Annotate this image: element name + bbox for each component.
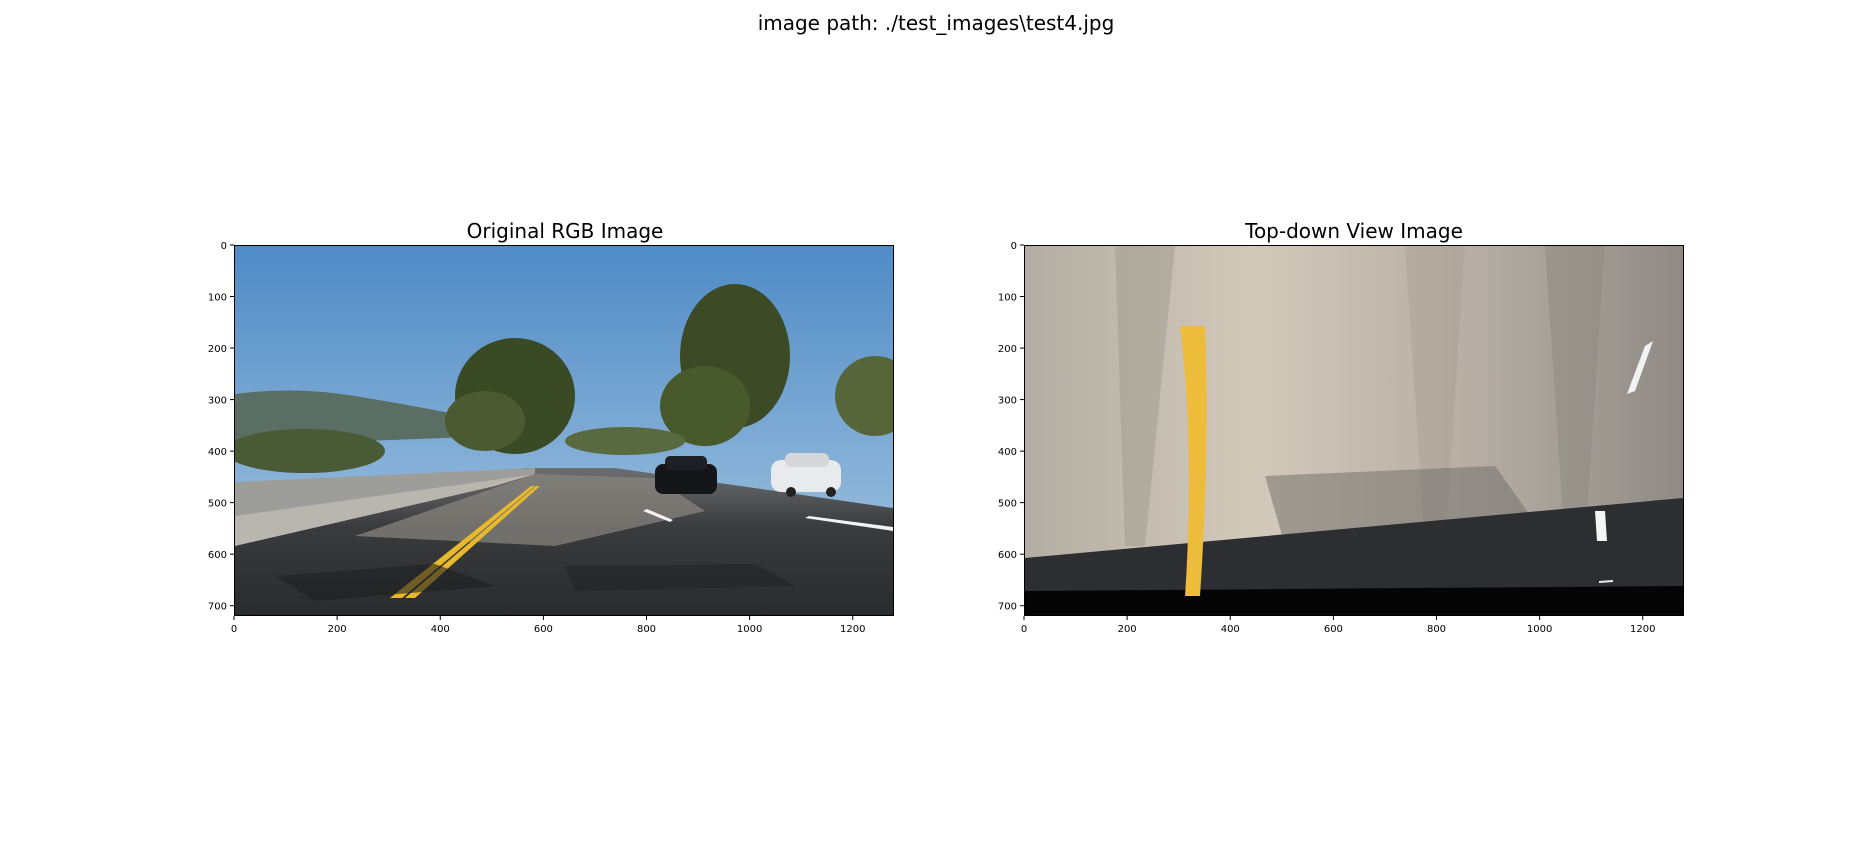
panel-title-original: Original RGB Image [466, 219, 664, 243]
figure-suptitle: image path: ./test_images\test4.jpg [757, 11, 1115, 35]
y-tick-label: 400 [998, 447, 1017, 458]
y-tick-label: 300 [998, 396, 1017, 407]
y-tick-label: 500 [998, 499, 1017, 510]
x-tick-label: 1200 [1630, 624, 1655, 635]
y-tick-label: 100 [208, 293, 227, 304]
x-tick-label: 600 [534, 624, 553, 635]
y-tick-label: 0 [1011, 241, 1017, 252]
x-tick-label: 200 [328, 624, 347, 635]
y-tick-label: 700 [998, 602, 1017, 613]
x-tick-label: 1000 [737, 624, 762, 635]
x-tick-label: 0 [1021, 624, 1027, 635]
x-tick-label: 400 [1221, 624, 1240, 635]
y-tick-label: 200 [998, 344, 1017, 355]
x-tick-label: 200 [1118, 624, 1137, 635]
road-photo-icon [235, 246, 893, 615]
y-tick-label: 0 [221, 241, 227, 252]
y-tick-label: 500 [208, 499, 227, 510]
x-tick-label: 800 [637, 624, 656, 635]
topdown-road-image [1024, 245, 1684, 616]
x-tick-label: 1000 [1527, 624, 1552, 635]
y-tick-label: 400 [208, 447, 227, 458]
y-tick-label: 600 [208, 550, 227, 561]
x-tick-label: 400 [431, 624, 450, 635]
y-tick-label: 200 [208, 344, 227, 355]
x-tick-label: 0 [231, 624, 237, 635]
y-tick-label: 700 [208, 602, 227, 613]
panel-title-topdown: Top-down View Image [1245, 219, 1463, 243]
y-tick-label: 100 [998, 293, 1017, 304]
y-tick-label: 600 [998, 550, 1017, 561]
x-tick-label: 1200 [840, 624, 865, 635]
y-tick-label: 300 [208, 396, 227, 407]
x-tick-label: 800 [1427, 624, 1446, 635]
original-road-image [234, 245, 894, 616]
warped-road-icon [1025, 246, 1683, 615]
x-tick-label: 600 [1324, 624, 1343, 635]
